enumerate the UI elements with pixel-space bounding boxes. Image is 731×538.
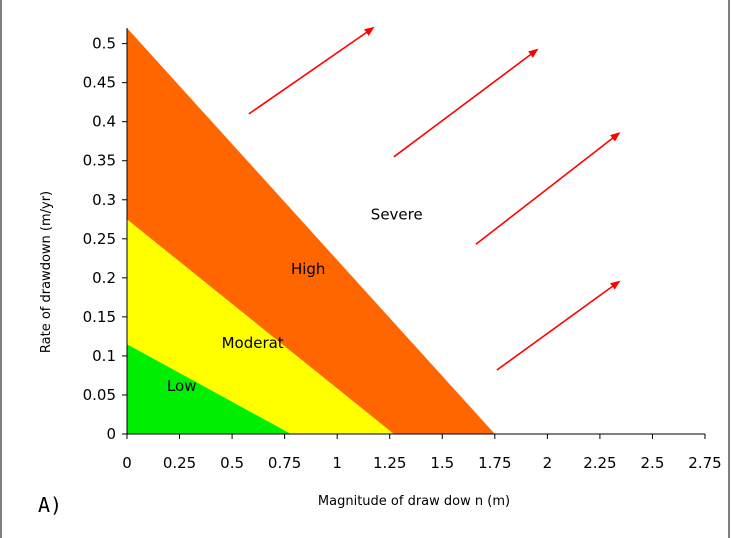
y-tick-label: 0.1 (92, 347, 116, 365)
labels-layer: High Moderat Low Severe (167, 205, 423, 395)
region-label-low: Low (167, 377, 197, 395)
y-tick-label: 0.4 (92, 113, 116, 131)
x-tick-label: 2.75 (688, 454, 721, 472)
x-tick-label: 0 (122, 454, 132, 472)
severity-arrow (393, 48, 539, 158)
y-axis-title: Rate of drawdown (m/yr) (39, 191, 54, 353)
x-tick-label: 2 (543, 454, 553, 472)
x-tick-label: 0.25 (163, 454, 196, 472)
severity-arrow (248, 26, 375, 115)
x-tick-label: 1 (332, 454, 342, 472)
x-tick-label: 2.25 (583, 454, 616, 472)
x-tick-label: 1.75 (478, 454, 511, 472)
y-tick-label: 0.45 (83, 74, 116, 92)
x-tick-label: 2.5 (641, 454, 665, 472)
y-tick-label: 0 (106, 425, 116, 443)
region-label-high: High (291, 260, 325, 278)
severity-arrow (475, 132, 621, 245)
y-tick-label: 0.35 (83, 152, 116, 170)
regions-layer (127, 28, 495, 434)
region-moderat (127, 219, 394, 434)
arrows-layer (248, 26, 621, 371)
y-tick-label: 0.25 (83, 230, 116, 248)
x-axis-title: Magnitude of draw dow n (m) (318, 494, 510, 509)
annotation-label: Severe (371, 205, 423, 223)
panel-label: A) (38, 493, 62, 517)
y-tick-label: 0.05 (83, 386, 116, 404)
severity-arrow (496, 280, 621, 371)
y-tick-label: 0.5 (92, 35, 116, 53)
region-low (127, 344, 291, 434)
axes-layer: 0 0.25 0.5 0.75 1 1.25 1.5 1.75 2 2.25 2.5 2.75 0 0.0… (83, 28, 722, 472)
region-label-moderat: Moderat (222, 334, 284, 352)
x-tick-label: 1.5 (430, 454, 454, 472)
y-tick-label: 0.3 (92, 191, 116, 209)
x-tick-label: 0.75 (268, 454, 301, 472)
x-tick-label: 1.25 (373, 454, 406, 472)
y-tick-label: 0.2 (92, 269, 116, 287)
x-tick-label: 0.5 (220, 454, 244, 472)
y-tick-label: 0.15 (83, 308, 116, 326)
